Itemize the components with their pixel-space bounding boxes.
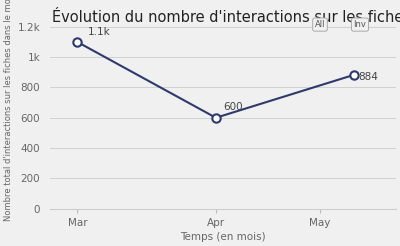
Text: Inv: Inv bbox=[354, 20, 366, 29]
Text: 600: 600 bbox=[223, 102, 242, 112]
Text: All: All bbox=[315, 20, 325, 29]
Text: 1.1k: 1.1k bbox=[88, 28, 111, 37]
Text: Évolution du nombre d'interactions sur les fiches par mois: Évolution du nombre d'interactions sur l… bbox=[52, 7, 400, 25]
Y-axis label: Nombre total d'interactions sur les fiches dans le mois: Nombre total d'interactions sur les fich… bbox=[4, 0, 13, 221]
Text: 884: 884 bbox=[358, 72, 378, 82]
X-axis label: Temps (en mois): Temps (en mois) bbox=[180, 232, 266, 242]
